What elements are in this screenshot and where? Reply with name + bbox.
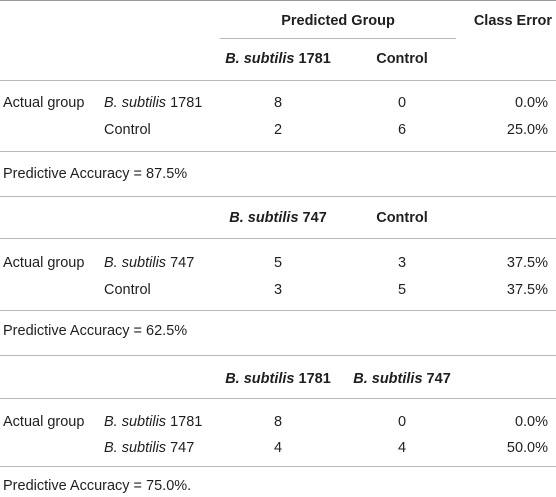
section-3-row-2-v2: 4 (397, 440, 407, 456)
section-2-row-1-v1: 5 (273, 255, 283, 271)
section-3-row-1-group: B. subtilis 1781 (104, 414, 203, 430)
section-2-end-rule (0, 355, 556, 356)
section-2-row-2-err: 37.5% (506, 282, 548, 298)
section-2-header-rule (0, 238, 556, 239)
section-1-row-1-v2: 0 (397, 95, 407, 111)
section-3-row-label: Actual group (3, 414, 85, 430)
section-3-col2-header: B. subtilis 747 (353, 371, 451, 387)
section-2-accuracy: Predictive Accuracy = 62.5% (3, 323, 188, 339)
section-2-row-1-v2: 3 (397, 255, 407, 271)
section-1-row-2-v1: 2 (273, 122, 283, 138)
section-3-row-2-group: B. subtilis 747 (104, 440, 195, 456)
section-3-accuracy: Predictive Accuracy = 75.0%. (3, 478, 192, 494)
section-2-row-1-err: 37.5% (506, 255, 548, 271)
section-3-row-2-err: 50.0% (506, 440, 548, 456)
predicted-group-header: Predicted Group (281, 13, 395, 29)
section-1-col2-header: Control (376, 51, 428, 67)
section-1-body-rule (0, 151, 556, 152)
section-2-body-rule (0, 310, 556, 311)
section-1-end-rule (0, 196, 556, 197)
section-3-body-rule (0, 466, 556, 467)
top-rule (0, 0, 556, 1)
section-1-row-1-v1: 8 (273, 95, 283, 111)
section-2-col2-header: Control (376, 210, 428, 226)
section-1-accuracy: Predictive Accuracy = 87.5% (3, 166, 188, 182)
section-1-row-2-group: Control (104, 122, 151, 138)
section-3-row-1-v2: 0 (397, 414, 407, 430)
section-1-row-2-err: 25.0% (506, 122, 548, 138)
section-3-row-1-err: 0.0% (514, 414, 548, 430)
section-1-row-1-group: B. subtilis 1781 (104, 95, 203, 111)
section-3-row-1-v1: 8 (273, 414, 283, 430)
class-error-header: Class Error (473, 13, 552, 29)
section-2-row-2-v2: 5 (397, 282, 407, 298)
section-1-row-2-v2: 6 (397, 122, 407, 138)
section-3-header-rule (0, 398, 556, 399)
section-1-col1-header: B. subtilis 1781 (225, 51, 331, 67)
section-2-row-label: Actual group (3, 255, 85, 271)
section-2-col1-header: B. subtilis 747 (229, 210, 327, 226)
section-1-header-rule (0, 80, 556, 81)
section-1-row-label: Actual group (3, 95, 85, 111)
predicted-group-underline (220, 38, 456, 39)
section-3-col1-header: B. subtilis 1781 (225, 371, 331, 387)
section-3-row-2-v1: 4 (273, 440, 283, 456)
section-1-row-1-err: 0.0% (514, 95, 548, 111)
section-2-row-2-group: Control (104, 282, 151, 298)
section-2-row-1-group: B. subtilis 747 (104, 255, 195, 271)
section-2-row-2-v1: 3 (273, 282, 283, 298)
